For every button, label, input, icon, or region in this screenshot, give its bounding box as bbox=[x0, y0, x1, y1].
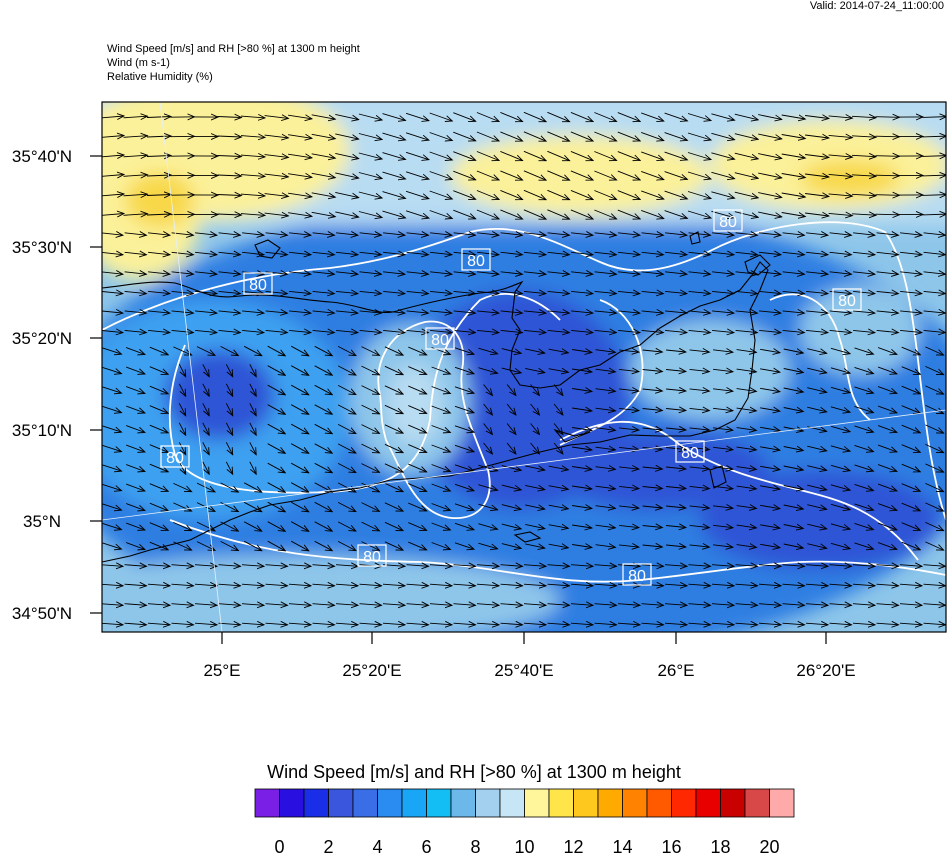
lat-label: 34°50'N bbox=[12, 604, 72, 623]
colorbar-swatch bbox=[254, 788, 280, 818]
contour-label: 80 bbox=[622, 563, 652, 586]
colorbar-swatch bbox=[499, 788, 525, 818]
colorbar-swatch bbox=[450, 788, 476, 818]
lon-label: 26°20'E bbox=[796, 661, 855, 680]
colorbar-swatch bbox=[695, 788, 721, 818]
colorbar-tick-label: 6 bbox=[421, 837, 431, 854]
contour-label-text: 80 bbox=[467, 253, 485, 270]
contour-label-text: 80 bbox=[166, 450, 184, 467]
colorbar-tick-label: 2 bbox=[323, 837, 333, 854]
colorbar-tick-label: 14 bbox=[612, 837, 632, 854]
axis-ticks bbox=[90, 155, 827, 644]
contour-labels: 80 80 80 80 80 80 80 80 80 bbox=[160, 209, 862, 586]
colorbar-swatch bbox=[720, 788, 746, 818]
lon-label: 25°E bbox=[203, 661, 240, 680]
colorbar-tick-label: 4 bbox=[372, 837, 382, 854]
lat-label: 35°20'N bbox=[12, 329, 72, 348]
title-line-1: Wind Speed [m/s] and RH [>80 %] at 1300 … bbox=[107, 43, 360, 55]
lon-label: 25°20'E bbox=[342, 661, 401, 680]
contour-label: 80 bbox=[832, 288, 862, 311]
longitude-labels: 25°E 25°20'E 25°40'E 26°E 26°20'E bbox=[203, 661, 855, 680]
colorbar-swatch bbox=[279, 788, 305, 818]
plot-titles: Wind Speed [m/s] and RH [>80 %] at 1300 … bbox=[107, 42, 360, 84]
colorbar-swatch bbox=[352, 788, 378, 818]
title-line-3: Relative Humidity (%) bbox=[107, 71, 213, 83]
contour-label-text: 80 bbox=[719, 214, 737, 231]
colorbar-swatch bbox=[524, 788, 550, 818]
colorbar-tick-label: 12 bbox=[563, 837, 583, 854]
contour-label: 80 bbox=[675, 440, 705, 463]
title-line-2: Wind (m s-1) bbox=[107, 57, 170, 69]
contour-label: 80 bbox=[713, 209, 743, 232]
contour-label: 80 bbox=[461, 248, 491, 271]
colorbar-swatch bbox=[303, 788, 329, 818]
colorbar-swatch bbox=[622, 788, 648, 818]
lat-label: 35°N bbox=[23, 512, 61, 531]
contour-label-text: 80 bbox=[681, 445, 699, 462]
contour-label-text: 80 bbox=[838, 293, 856, 310]
colorbar-tick-label: 8 bbox=[470, 837, 480, 854]
graticule bbox=[102, 102, 946, 632]
colorbar-swatch bbox=[769, 788, 795, 818]
colorbar-swatch bbox=[328, 788, 354, 818]
colorbar-swatch bbox=[597, 788, 623, 818]
colorbar-swatch bbox=[646, 788, 672, 818]
colorbar-swatch bbox=[475, 788, 501, 818]
lat-label: 35°30'N bbox=[12, 238, 72, 257]
lat-label: 35°10'N bbox=[12, 421, 72, 440]
latitude-labels: 35°40'N 35°30'N 35°20'N 35°10'N 35°N 34°50'N bbox=[12, 147, 72, 623]
contour-label-text: 80 bbox=[628, 568, 646, 585]
colorbar-tick-label: 10 bbox=[514, 837, 534, 854]
colorbar-swatch bbox=[401, 788, 427, 818]
colorbar-swatch bbox=[426, 788, 452, 818]
contour-label-text: 80 bbox=[249, 277, 267, 294]
contour-label: 80 bbox=[357, 544, 387, 567]
contour-label: 80 bbox=[160, 445, 190, 468]
colorbar-tick-label: 20 bbox=[759, 837, 779, 854]
colorbar-swatch bbox=[573, 788, 599, 818]
colorbar bbox=[254, 788, 795, 818]
colorbar-tick-label: 16 bbox=[661, 837, 681, 854]
colorbar-tick-label: 18 bbox=[710, 837, 730, 854]
colorbar-swatch bbox=[377, 788, 403, 818]
lon-label: 25°40'E bbox=[494, 661, 553, 680]
plot-area: 80 80 80 80 80 80 80 80 80 bbox=[102, 102, 946, 632]
colorbar-tick-label: 0 bbox=[274, 837, 284, 854]
colorbar-swatch bbox=[744, 788, 770, 818]
colorbar-tick-labels: 0 2 4 6 8 10 12 14 16 18 20 bbox=[274, 837, 779, 854]
contour-label-text: 80 bbox=[363, 549, 381, 566]
colorbar-title: Wind Speed [m/s] and RH [>80 %] at 1300 … bbox=[267, 762, 681, 782]
wind-vectors bbox=[102, 111, 946, 625]
lat-label: 35°40'N bbox=[12, 147, 72, 166]
colorbar-swatch bbox=[671, 788, 697, 818]
lon-label: 26°E bbox=[657, 661, 694, 680]
contour-label: 80 bbox=[425, 327, 455, 350]
contour-label: 80 bbox=[243, 272, 273, 295]
valid-time: Valid: 2014-07-24_11:00:00 bbox=[809, 0, 944, 12]
contour-label-text: 80 bbox=[431, 332, 449, 349]
colorbar-swatch bbox=[548, 788, 574, 818]
